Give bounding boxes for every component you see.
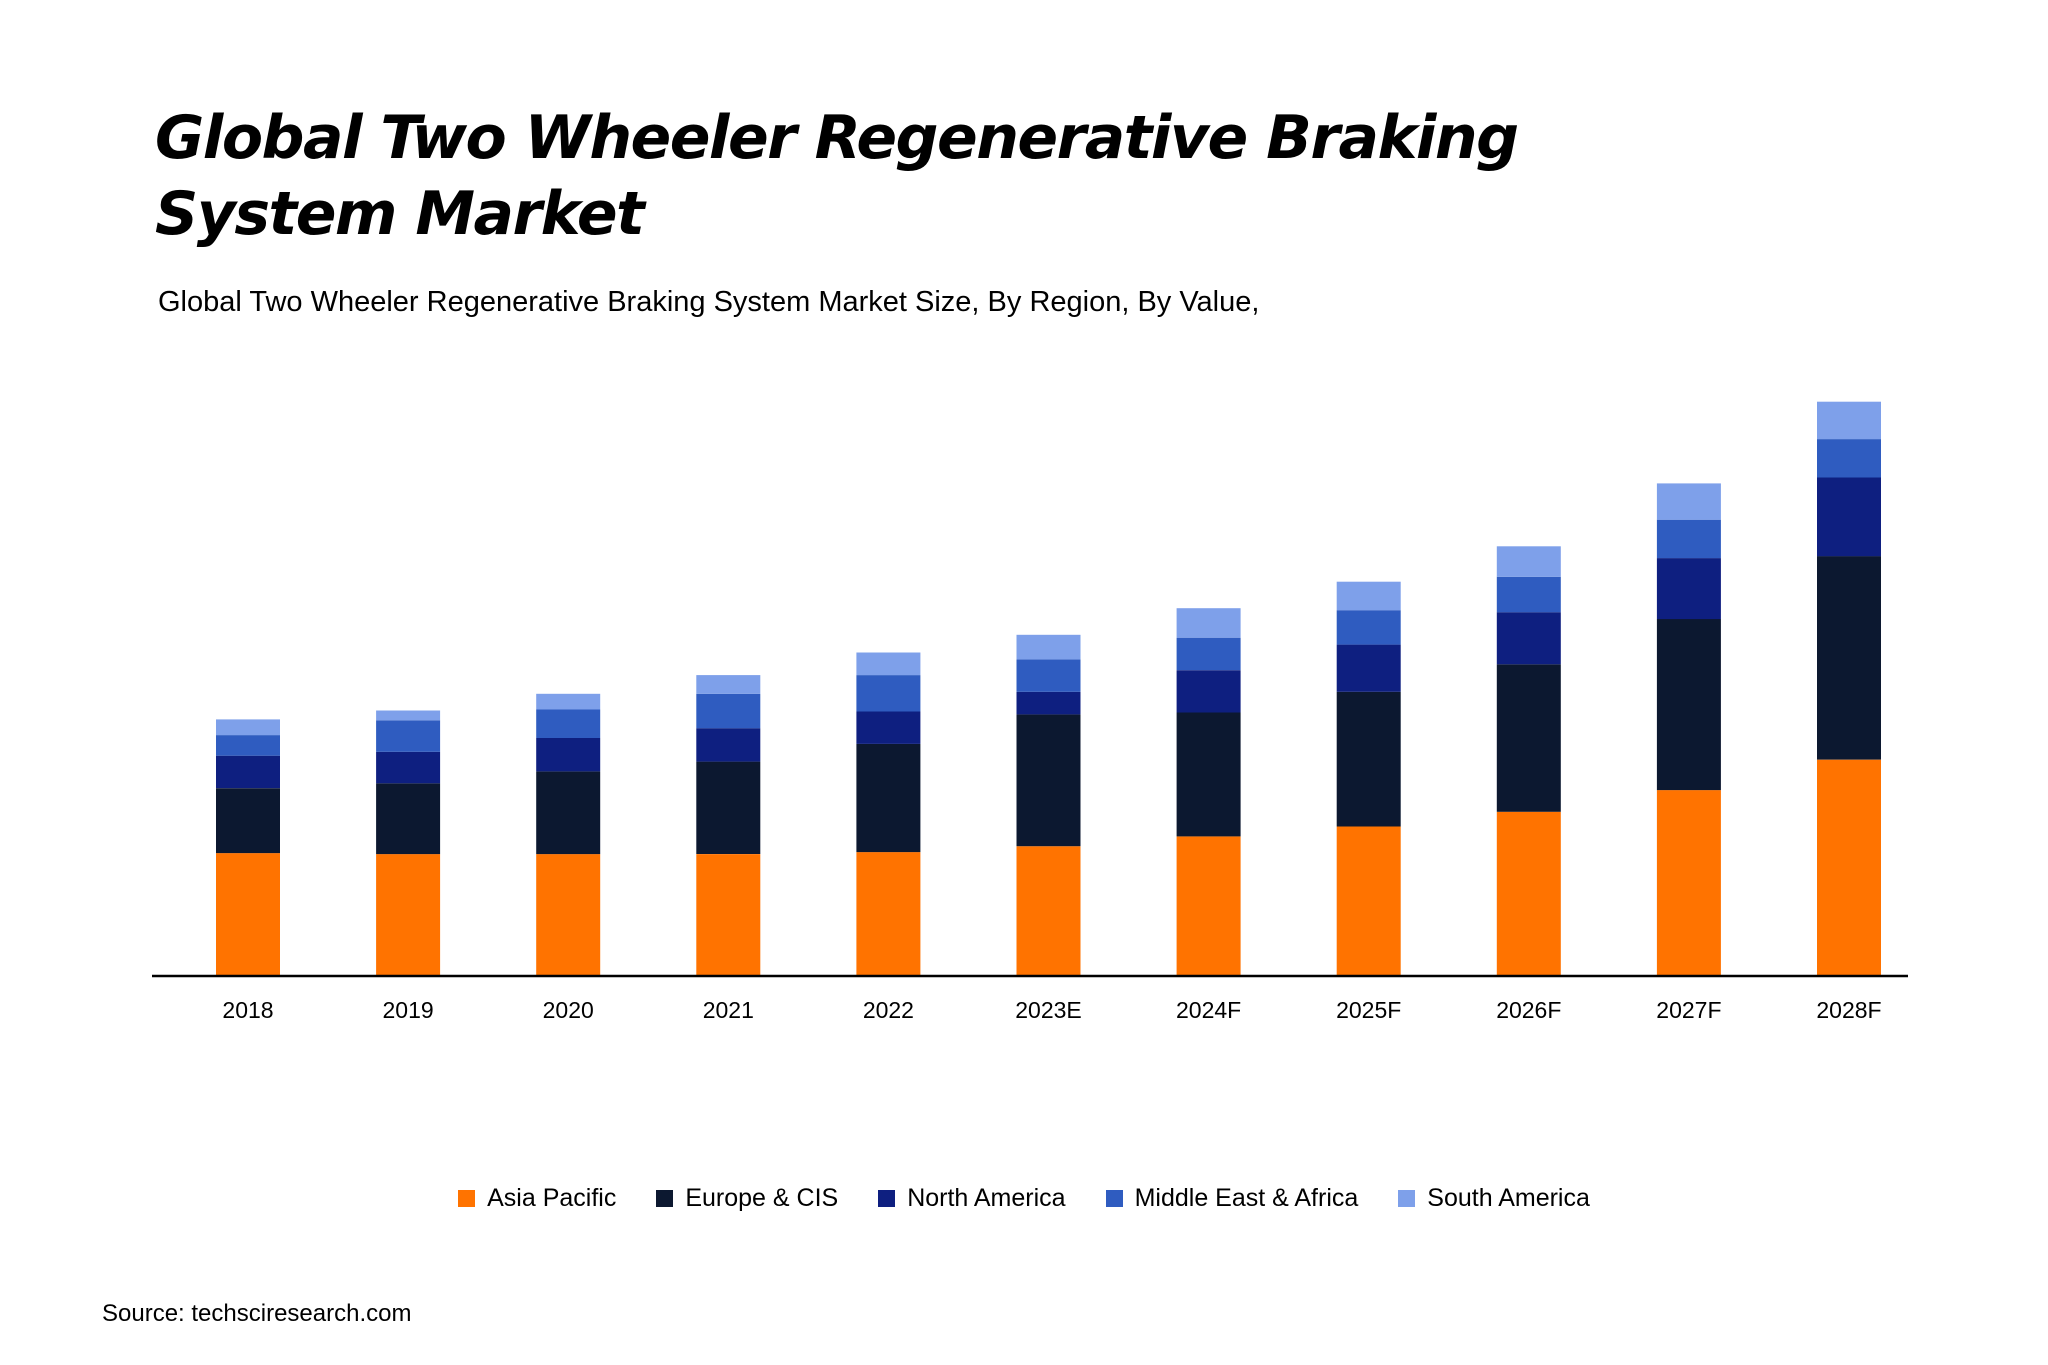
bar-middle-east-africa-2019 xyxy=(376,720,441,752)
bar-south-america-2028f xyxy=(1817,401,1881,440)
bar-middle-east-africa-2026f xyxy=(1496,576,1561,613)
bar-south-america-2020 xyxy=(536,693,601,710)
bar-south-america-2027f xyxy=(1656,483,1721,520)
bar-middle-east-africa-2023e xyxy=(1016,659,1081,692)
legend-label-asia-pacific: Asia Pacific xyxy=(487,1183,617,1212)
x-tick-label: 2025F xyxy=(1336,997,1401,1023)
legend-swatch-middle-east-africa xyxy=(1105,1189,1123,1207)
x-tick-label: 2028F xyxy=(1816,997,1881,1023)
legend-item-north-america: North America xyxy=(878,1183,1066,1213)
bar-asia-pacific-2026f xyxy=(1496,811,1561,976)
legend-label-middle-east-africa: Middle East & Africa xyxy=(1134,1183,1359,1212)
bar-north-america-2026f xyxy=(1496,612,1561,665)
bar-europe-cis-2025f xyxy=(1336,691,1401,827)
bar-europe-cis-2021 xyxy=(696,761,761,854)
bar-middle-east-africa-2020 xyxy=(536,709,601,738)
bar-middle-east-africa-2027f xyxy=(1656,519,1721,559)
legend-swatch-europe-cis xyxy=(656,1189,674,1207)
bar-europe-cis-2024f xyxy=(1176,712,1241,837)
bar-south-america-2026f xyxy=(1496,546,1561,577)
bar-europe-cis-2019 xyxy=(376,783,441,855)
legend-item-europe-cis: Europe & CIS xyxy=(656,1184,838,1213)
bar-north-america-2028f xyxy=(1817,477,1881,557)
bar-south-america-2022 xyxy=(856,652,921,676)
bar-middle-east-africa-2028f xyxy=(1817,439,1881,478)
bar-asia-pacific-2024f xyxy=(1176,836,1241,976)
bar-north-america-2023e xyxy=(1016,691,1081,715)
bar-middle-east-africa-2025f xyxy=(1336,610,1401,645)
bar-europe-cis-2023e xyxy=(1016,714,1081,847)
source-note: Source: techsciresearch.com xyxy=(102,1300,412,1327)
bar-north-america-2018 xyxy=(216,755,280,789)
chart-title: Global Two Wheeler Regenerative Braking … xyxy=(155,103,1519,249)
x-tick-label: 2023E xyxy=(1015,997,1082,1023)
bar-south-america-2024f xyxy=(1176,608,1241,638)
bar-north-america-2021 xyxy=(696,728,761,762)
bar-asia-pacific-2020 xyxy=(536,854,601,976)
bar-south-america-2023e xyxy=(1016,634,1081,660)
bar-europe-cis-2020 xyxy=(536,771,601,855)
bar-asia-pacific-2023e xyxy=(1016,846,1081,976)
bar-europe-cis-2018 xyxy=(216,788,280,854)
bar-europe-cis-2022 xyxy=(856,743,921,853)
x-tick-label: 2022 xyxy=(863,997,914,1023)
legend-item-middle-east-africa: Middle East & Africa xyxy=(1105,1183,1359,1213)
bar-north-america-2027f xyxy=(1656,558,1721,620)
bar-south-america-2018 xyxy=(216,719,280,736)
bar-europe-cis-2026f xyxy=(1496,664,1561,812)
legend-label-europe-cis: Europe & CIS xyxy=(685,1183,839,1212)
x-tick-label: 2020 xyxy=(543,997,594,1023)
chart-subtitle: Global Two Wheeler Regenerative Braking … xyxy=(158,286,1260,318)
x-tick-label: 2018 xyxy=(222,997,273,1023)
legend-swatch-south-america xyxy=(1398,1189,1416,1207)
bar-south-america-2025f xyxy=(1336,581,1401,611)
bar-north-america-2022 xyxy=(856,711,921,744)
legend-item-asia-pacific: Asia Pacific xyxy=(458,1184,616,1213)
bar-north-america-2020 xyxy=(536,738,601,772)
bar-middle-east-africa-2018 xyxy=(216,735,280,756)
x-tick-label: 2026F xyxy=(1496,997,1561,1023)
bar-middle-east-africa-2022 xyxy=(856,675,921,712)
x-tick-label: 2021 xyxy=(703,997,754,1023)
bar-asia-pacific-2021 xyxy=(696,854,761,976)
bar-north-america-2019 xyxy=(376,751,441,784)
legend-swatch-north-america xyxy=(878,1189,896,1207)
legend-label-south-america: South America xyxy=(1427,1183,1590,1212)
legend-item-south-america: South America xyxy=(1398,1184,1590,1213)
bar-south-america-2021 xyxy=(696,675,761,694)
chart-legend: Asia Pacific Europe & CIS North America … xyxy=(0,1178,2048,1218)
bar-south-america-2019 xyxy=(376,710,441,721)
bar-europe-cis-2027f xyxy=(1656,619,1721,791)
bar-middle-east-africa-2021 xyxy=(696,693,761,729)
x-tick-label: 2027F xyxy=(1656,997,1721,1023)
bar-asia-pacific-2027f xyxy=(1656,790,1721,976)
bar-north-america-2024f xyxy=(1176,670,1241,713)
bar-middle-east-africa-2024f xyxy=(1176,637,1241,671)
legend-swatch-asia-pacific xyxy=(458,1189,476,1207)
x-tick-label: 2024F xyxy=(1176,997,1241,1023)
bar-asia-pacific-2025f xyxy=(1336,826,1401,976)
bar-north-america-2025f xyxy=(1336,644,1401,692)
legend-label-north-america: North America xyxy=(907,1183,1066,1212)
x-tick-label: 2019 xyxy=(383,997,434,1023)
bar-asia-pacific-2018 xyxy=(216,853,280,976)
bar-asia-pacific-2022 xyxy=(856,852,921,976)
bar-asia-pacific-2028f xyxy=(1817,759,1881,976)
bar-asia-pacific-2019 xyxy=(376,854,441,976)
bar-europe-cis-2028f xyxy=(1817,556,1881,760)
